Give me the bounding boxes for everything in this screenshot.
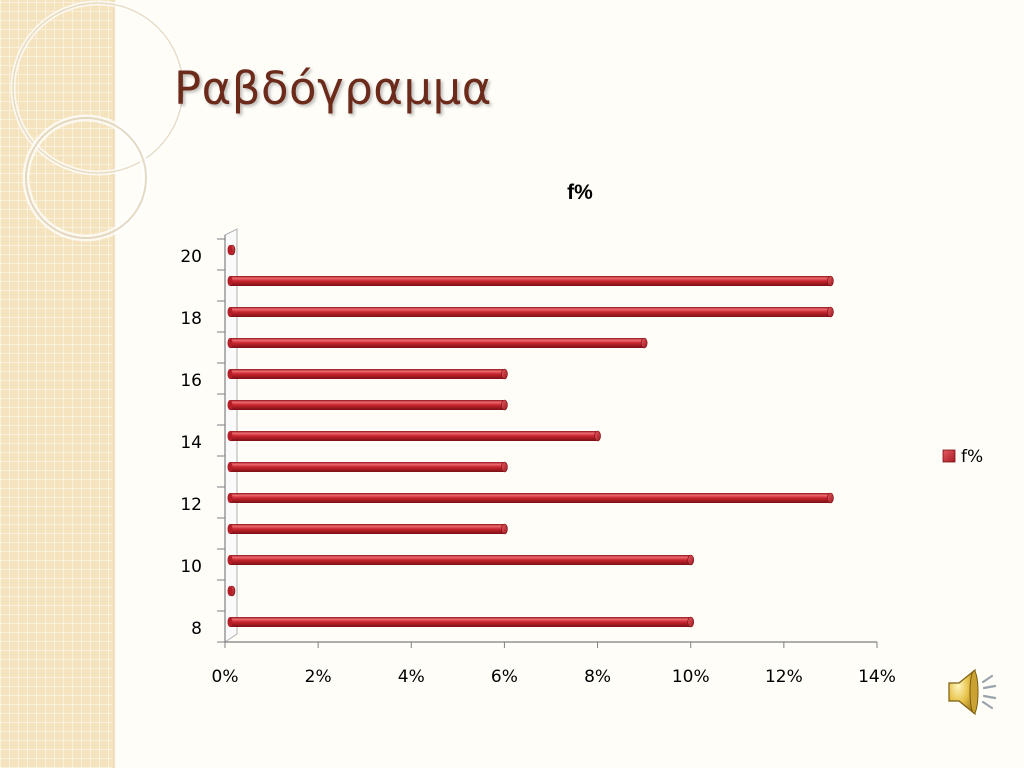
bar xyxy=(227,306,834,318)
bar xyxy=(227,337,648,349)
bar-cap xyxy=(687,616,695,628)
bar-body xyxy=(230,493,831,503)
chart-bars xyxy=(227,244,834,628)
bar-base xyxy=(227,462,233,472)
bar-base xyxy=(227,617,233,627)
bar-body xyxy=(230,338,645,348)
bar-cap xyxy=(827,275,834,287)
x-tick-label: 2% xyxy=(305,667,332,687)
x-tick-label: 10% xyxy=(672,667,710,687)
bar-cap xyxy=(501,523,508,535)
bar-cap xyxy=(501,368,508,380)
bar xyxy=(227,585,236,597)
y-tick-label: 14 xyxy=(180,433,202,453)
speaker-icon[interactable] xyxy=(945,664,1003,720)
bar-base xyxy=(227,493,233,503)
x-tick-label: 8% xyxy=(584,667,611,687)
bar-body xyxy=(230,431,598,441)
bar-cap xyxy=(827,492,834,504)
bar xyxy=(227,368,508,380)
slide-title: Ραβδόγραμμα xyxy=(174,62,492,115)
x-tick-label: 14% xyxy=(858,667,896,687)
bar-base xyxy=(227,400,233,410)
x-tick-label: 6% xyxy=(491,667,518,687)
chart-title: f% xyxy=(567,181,593,204)
bar-body xyxy=(230,524,505,534)
decorative-rings xyxy=(10,0,186,242)
bar-body xyxy=(230,307,831,317)
y-tick-label: 18 xyxy=(180,309,202,329)
bar-cap xyxy=(501,461,508,473)
x-tick-label: 4% xyxy=(398,667,425,687)
bar-cap xyxy=(687,554,695,566)
bar xyxy=(227,554,695,566)
bar-body xyxy=(230,369,505,379)
x-tick-label: 0% xyxy=(212,667,239,687)
legend-swatch xyxy=(942,449,956,463)
y-tick-label: 20 xyxy=(180,247,202,267)
bar xyxy=(227,275,834,287)
bar-body xyxy=(230,400,505,410)
bar-cap xyxy=(594,430,601,442)
bar-cap xyxy=(640,337,648,349)
bar-body xyxy=(230,555,691,565)
bar-body xyxy=(230,276,831,286)
bar-base xyxy=(227,245,233,255)
y-tick-label: 8 xyxy=(191,619,202,639)
bar-base xyxy=(227,431,233,441)
chart-legend: f% xyxy=(942,447,983,467)
bar xyxy=(227,430,601,442)
bar xyxy=(227,492,834,504)
side-band-edge xyxy=(113,0,116,768)
bar-base xyxy=(227,338,233,348)
bar-base xyxy=(227,369,233,379)
legend-label: f% xyxy=(961,447,983,467)
y-tick-label: 10 xyxy=(180,557,202,577)
bar-base xyxy=(227,586,233,596)
bar-body xyxy=(230,617,691,627)
x-tick-label: 12% xyxy=(765,667,803,687)
bar-base xyxy=(227,524,233,534)
bar xyxy=(227,616,695,628)
bar-base xyxy=(227,307,233,317)
y-tick-label: 16 xyxy=(180,371,202,391)
bar xyxy=(227,523,508,535)
bar-body xyxy=(230,462,505,472)
bar xyxy=(227,461,508,473)
bar-cap xyxy=(501,399,508,411)
y-tick-label: 12 xyxy=(180,495,202,515)
chart-tick-labels: 0% 2% 4% 6% 8% 10% 12% 14% 8 10 12 14 16 18 20 xyxy=(180,247,896,687)
bar-base xyxy=(227,276,233,286)
bar xyxy=(227,399,508,411)
bar-cap xyxy=(827,306,834,318)
bar-base xyxy=(227,555,233,565)
bar xyxy=(227,244,236,256)
